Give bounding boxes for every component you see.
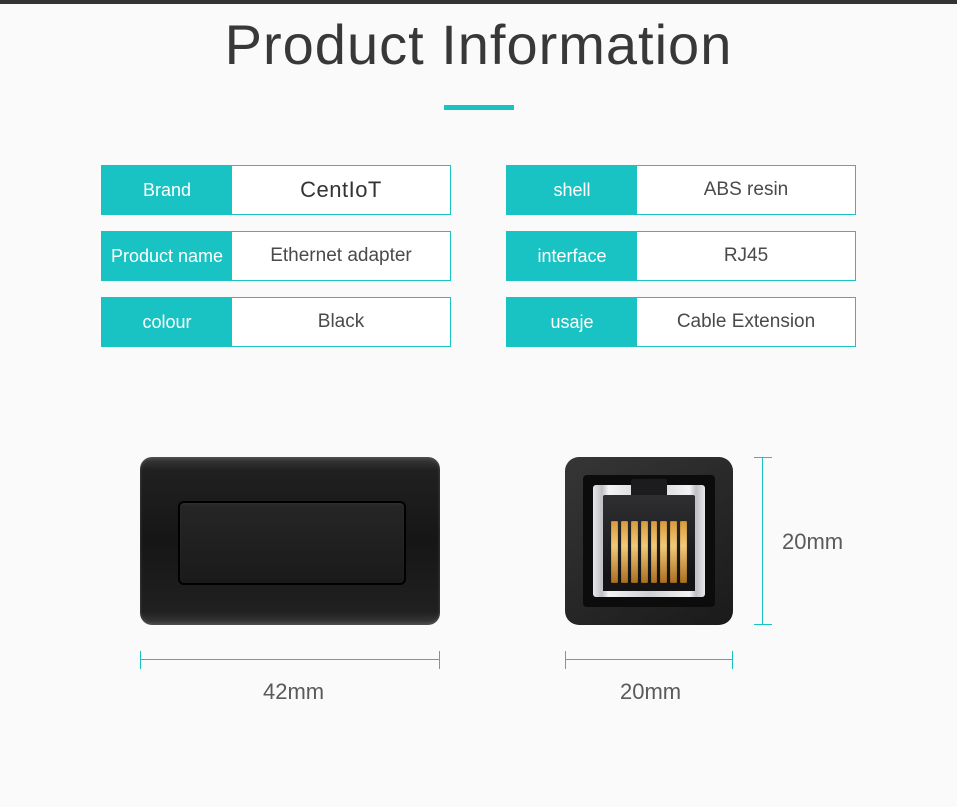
spec-row-usage: usaje Cable Extension xyxy=(506,297,856,347)
dimension-line-front-height xyxy=(762,457,763,625)
dimension-label-front-height: 20mm xyxy=(782,529,843,555)
adapter-side-view xyxy=(140,457,440,625)
dimension-line-side-width xyxy=(140,659,440,660)
rj45-pin xyxy=(670,521,677,583)
spec-row-interface: interface RJ45 xyxy=(506,231,856,281)
spec-label: shell xyxy=(507,166,637,214)
spec-value: ABS resin xyxy=(637,166,855,214)
spec-label: colour xyxy=(102,298,232,346)
adapter-front-view xyxy=(565,457,733,625)
dimension-line-front-width xyxy=(565,659,733,660)
spec-value: Black xyxy=(232,298,450,346)
product-illustration: 42mm 20mm 20mm xyxy=(0,437,957,807)
rj45-clip-notch xyxy=(631,479,667,495)
rj45-port xyxy=(583,475,715,607)
spec-row-shell: shell ABS resin xyxy=(506,165,856,215)
spec-value: Ethernet adapter xyxy=(232,232,450,280)
rj45-pin xyxy=(641,521,648,583)
rj45-pin xyxy=(631,521,638,583)
spec-label: Product name xyxy=(102,232,232,280)
rj45-pin xyxy=(680,521,687,583)
spec-row-productname: Product name Ethernet adapter xyxy=(101,231,451,281)
dimension-label-front-width: 20mm xyxy=(620,679,681,705)
spec-table: Brand CentIoT Product name Ethernet adap… xyxy=(0,165,957,347)
dimension-label-side-width: 42mm xyxy=(263,679,324,705)
rj45-pins xyxy=(611,521,687,583)
rj45-pin xyxy=(660,521,667,583)
spec-row-colour: colour Black xyxy=(101,297,451,347)
page-title: Product Information xyxy=(0,12,957,77)
rj45-pin xyxy=(621,521,628,583)
rj45-pin xyxy=(651,521,658,583)
spec-label: interface xyxy=(507,232,637,280)
spec-column-right: shell ABS resin interface RJ45 usaje Cab… xyxy=(506,165,856,347)
rj45-slot xyxy=(603,495,695,591)
top-border xyxy=(0,0,957,4)
spec-value: CentIoT xyxy=(232,166,450,214)
spec-label: usaje xyxy=(507,298,637,346)
title-underline xyxy=(444,105,514,110)
spec-label: Brand xyxy=(102,166,232,214)
spec-column-left: Brand CentIoT Product name Ethernet adap… xyxy=(101,165,451,347)
spec-value: Cable Extension xyxy=(637,298,855,346)
rj45-shield xyxy=(593,485,705,597)
spec-row-brand: Brand CentIoT xyxy=(101,165,451,215)
spec-value: RJ45 xyxy=(637,232,855,280)
rj45-pin xyxy=(611,521,618,583)
